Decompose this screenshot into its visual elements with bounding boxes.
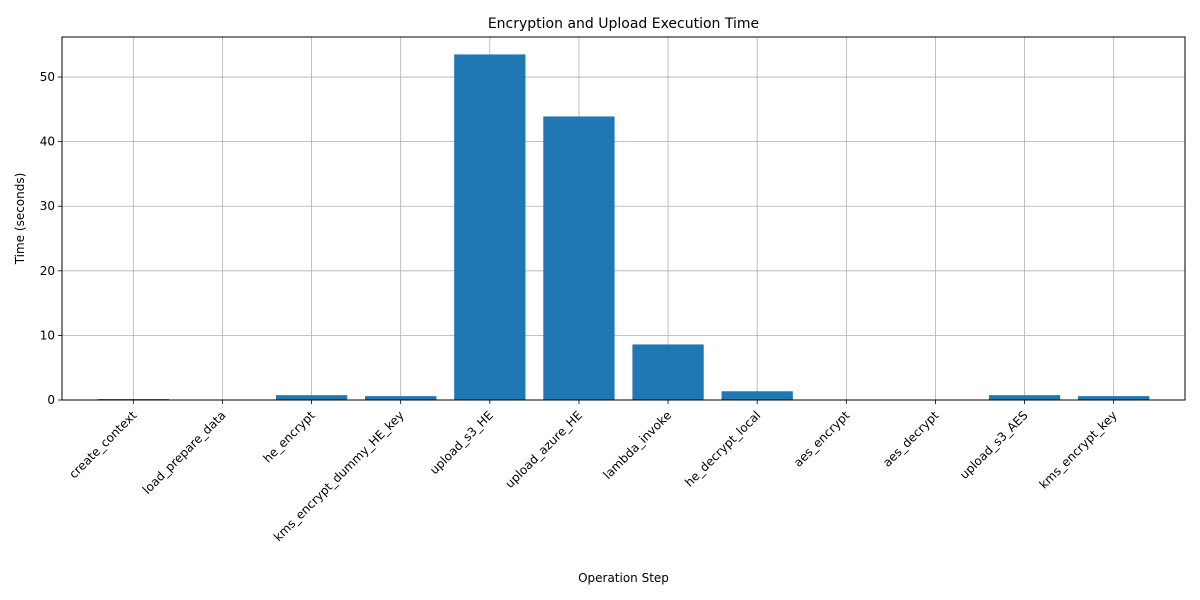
x-tick-label: upload_azure_HE <box>502 408 585 491</box>
x-tick-label: kms_encrypt_key <box>1036 408 1119 491</box>
bar-he-encrypt <box>275 395 348 400</box>
x-tick-label: load_prepare_data <box>140 408 229 497</box>
y-tick-label: 20 <box>40 264 55 278</box>
grid-layer <box>62 37 1185 401</box>
y-tick-label: 40 <box>40 135 55 149</box>
x-tick-label: lambda_invoke <box>600 408 674 482</box>
x-tick-label: create_context <box>66 408 139 481</box>
chart-title: Encryption and Upload Execution Time <box>488 16 759 32</box>
bar-lambda-invoke <box>632 344 704 400</box>
x-tick-label: aes_decrypt <box>880 408 942 470</box>
y-axis-ticks: 0 10 20 30 40 50 <box>40 70 62 407</box>
bar-upload-azure-HE <box>543 116 615 400</box>
y-axis-label: Time (seconds) <box>13 173 27 266</box>
x-axis-label: Operation Step <box>578 571 669 585</box>
y-tick-label: 30 <box>40 199 55 213</box>
x-tick-label: upload_s3_HE <box>427 408 496 477</box>
bar-kms-encrypt-key <box>1078 396 1150 400</box>
x-tick-label: he_decrypt_local <box>682 408 763 489</box>
y-tick-label: 10 <box>40 328 55 342</box>
bar-kms-encrypt-dummy-HE-key <box>365 396 437 400</box>
plot-frame <box>61 36 1186 401</box>
bars-layer <box>97 54 1150 400</box>
y-tick-label: 50 <box>40 70 55 84</box>
x-tick-label: upload_s3_AES <box>957 408 1031 482</box>
x-tick-label: he_encrypt <box>260 408 317 465</box>
x-axis-ticks: create_context load_prepare_data he_encryp… <box>66 400 1120 544</box>
bar-he-decrypt-local <box>721 391 793 400</box>
y-tick-label: 0 <box>47 393 55 407</box>
x-tick-label: aes_encrypt <box>791 408 853 470</box>
bar-upload-s3-HE <box>454 54 526 400</box>
bar-upload-s3-AES <box>988 395 1061 400</box>
